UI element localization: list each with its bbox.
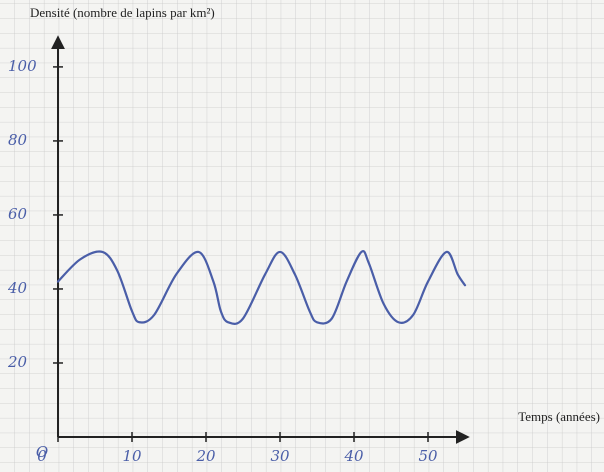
chart: Densité (nombre de lapins par km²) Temps… bbox=[0, 0, 604, 472]
x-axis-label: Temps (années) bbox=[518, 409, 600, 424]
y-tick-label: 60 bbox=[8, 205, 28, 223]
y-tick-label: 80 bbox=[8, 131, 28, 149]
y-tick-label: 40 bbox=[7, 279, 28, 297]
graph-paper bbox=[0, 0, 604, 472]
x-tick-label: 10 bbox=[122, 447, 142, 465]
x-tick-label: 30 bbox=[270, 447, 290, 465]
x-tick-label: 50 bbox=[418, 447, 438, 465]
y-tick-label: 100 bbox=[8, 57, 37, 75]
y-tick-label: 20 bbox=[7, 353, 28, 371]
x-tick-label: 0 bbox=[37, 447, 47, 465]
x-tick-label: 20 bbox=[195, 447, 216, 465]
x-tick-label: 40 bbox=[343, 447, 364, 465]
chart-title: Densité (nombre de lapins par km²) bbox=[30, 5, 215, 20]
